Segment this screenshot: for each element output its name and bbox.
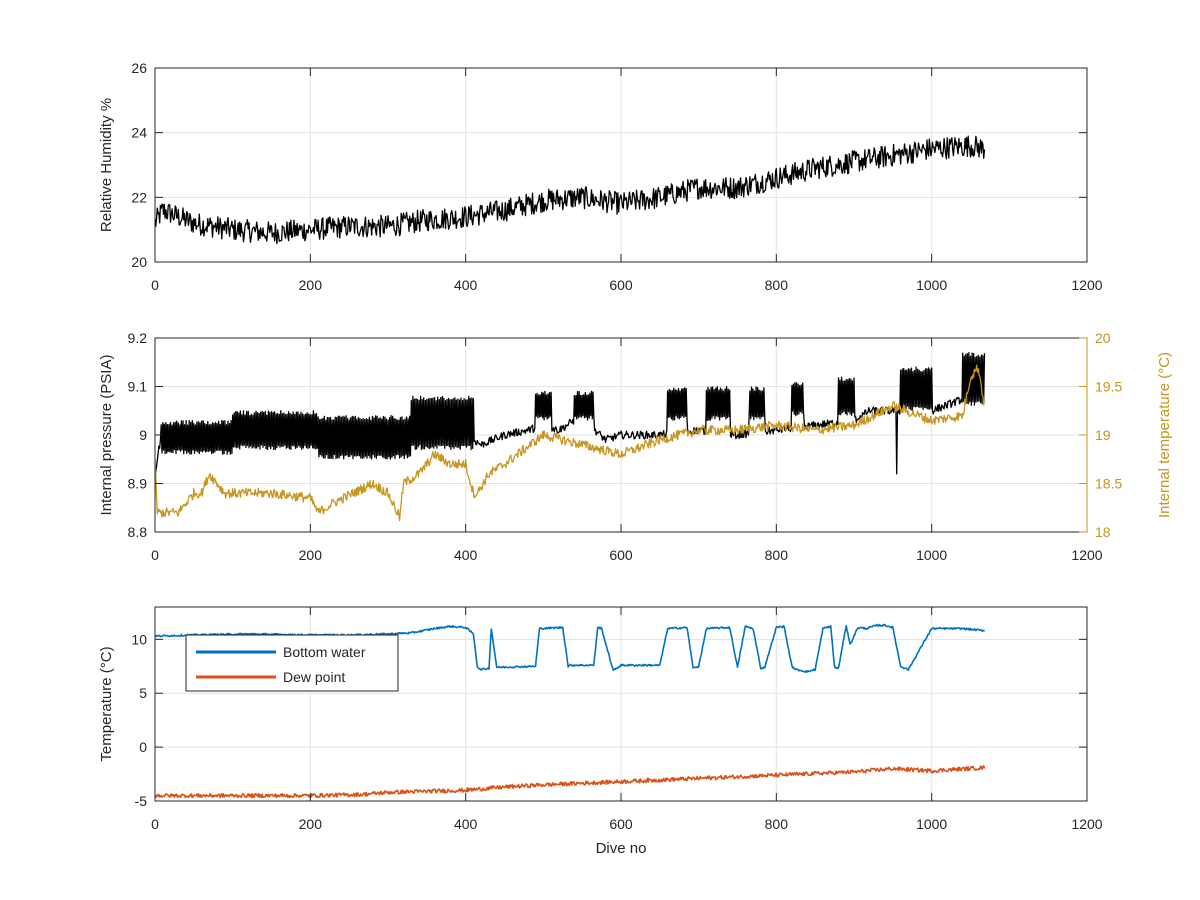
x-tick-label: 0 xyxy=(151,816,159,832)
y2-tick-label: 19 xyxy=(1095,427,1111,443)
legend: Bottom water Dew point xyxy=(185,634,399,692)
y2-tick-label: 20 xyxy=(1095,330,1111,346)
x-tick-label: 1200 xyxy=(1071,816,1102,832)
y-axis-label: Internal pressure (PSIA) xyxy=(98,355,115,516)
x-tick-label: 1000 xyxy=(916,816,947,832)
y-axis-label: Temperature (°C) xyxy=(98,646,115,761)
x-tick-label: 0 xyxy=(151,547,159,563)
legend-label: Bottom water xyxy=(283,644,366,660)
y-tick-label: 9.2 xyxy=(128,330,148,346)
series-line-1 xyxy=(154,351,986,477)
x-tick-label: 400 xyxy=(454,816,478,832)
x-tick-label: 0 xyxy=(151,277,159,293)
series-line-1 xyxy=(154,135,986,245)
x-tick-label: 200 xyxy=(299,547,323,563)
x-axis-label: Dive no xyxy=(596,840,647,857)
series-line-2 xyxy=(154,765,986,799)
x-tick-label: 1000 xyxy=(916,277,947,293)
y-tick-label: 26 xyxy=(131,60,147,76)
x-tick-label: 600 xyxy=(609,277,633,293)
y2-tick-label: 18.5 xyxy=(1095,476,1122,492)
y-tick-label: 24 xyxy=(131,125,147,141)
series-line-2 xyxy=(154,364,986,522)
x-tick-label: 200 xyxy=(299,277,323,293)
x-tick-label: 1200 xyxy=(1071,277,1102,293)
y2-tick-label: 18 xyxy=(1095,524,1111,540)
legend-box xyxy=(185,634,399,692)
x-tick-label: 1000 xyxy=(916,547,947,563)
x-tick-label: 400 xyxy=(454,277,478,293)
y-tick-label: 10 xyxy=(131,631,147,647)
y-tick-label: 22 xyxy=(131,189,147,205)
y-tick-label: 5 xyxy=(139,685,147,701)
x-tick-label: 1200 xyxy=(1071,547,1102,563)
y-tick-label: 8.8 xyxy=(128,524,148,540)
y-axis-label: Relative Humidity % xyxy=(98,98,115,232)
y-tick-label: -5 xyxy=(135,793,148,809)
y-tick-label: 20 xyxy=(131,254,147,270)
y-tick-label: 8.9 xyxy=(128,476,148,492)
x-tick-label: 800 xyxy=(765,816,789,832)
x-tick-label: 400 xyxy=(454,547,478,563)
y2-tick-label: 19.5 xyxy=(1095,379,1122,395)
legend-label: Dew point xyxy=(283,669,345,685)
x-tick-label: 800 xyxy=(765,547,789,563)
y-tick-label: 9 xyxy=(139,427,147,443)
y-tick-label: 0 xyxy=(139,739,147,755)
y2-axis-label: Internal temperature (°C) xyxy=(1156,352,1173,518)
x-tick-label: 600 xyxy=(609,547,633,563)
subplot-2: 0 200 400 600 800 1000 1200 8.8 8.9 9 9.1 9.2 18 18.5… xyxy=(98,330,1173,563)
y-tick-label: 9.1 xyxy=(128,379,148,395)
x-tick-label: 600 xyxy=(609,816,633,832)
subplot-1: 0 200 400 600 800 1000 1200 20 22 24 26 Relative Hu… xyxy=(98,60,1103,293)
x-tick-label: 800 xyxy=(765,277,789,293)
x-tick-label: 200 xyxy=(299,816,323,832)
